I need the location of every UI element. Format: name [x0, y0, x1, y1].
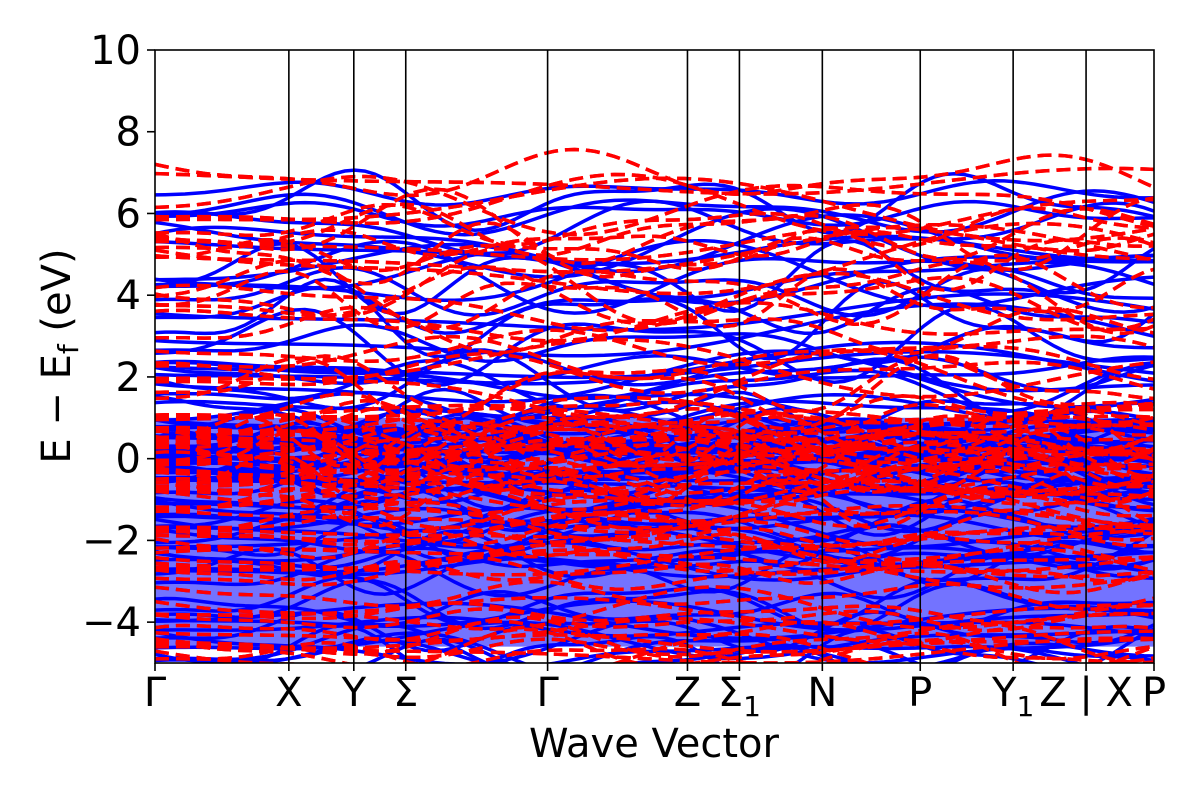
band-line — [155, 271, 1154, 333]
band-line — [155, 485, 1154, 530]
band-line — [155, 247, 1154, 336]
band-line — [155, 349, 1154, 380]
band-line — [155, 337, 1154, 399]
band-line — [155, 478, 1154, 535]
band-line — [155, 176, 1154, 243]
x-tick-label: P — [908, 670, 932, 716]
band-line — [155, 415, 1154, 472]
band-line — [155, 579, 1154, 611]
band-line — [155, 221, 1154, 292]
band-line — [155, 292, 1154, 332]
band-line — [155, 203, 1154, 249]
band-line — [155, 457, 1154, 512]
band-line — [155, 425, 1154, 485]
band-line — [155, 228, 1154, 258]
y-axis-label-sub: f — [52, 343, 85, 354]
x-tick-label: Y1 — [991, 670, 1034, 723]
x-tick-label: Γ — [144, 670, 167, 716]
band-line — [155, 619, 1154, 643]
y-tick-label: 6 — [116, 191, 141, 237]
band-line — [155, 641, 1154, 663]
band-line — [155, 236, 1154, 273]
kpoint-separators — [288, 50, 1087, 663]
band-line — [155, 305, 1154, 356]
x-tick-label: Z — [674, 670, 701, 716]
x-tick-label: Σ1 — [718, 670, 761, 723]
plot-frame — [154, 49, 1155, 664]
band-lines — [155, 147, 1154, 663]
band-line — [155, 221, 1154, 296]
y-axis-ticks: 10 8 6 4 2 0 −2 −4 — [82, 28, 155, 646]
x-tick-label: Γ — [536, 670, 559, 716]
y-tick-label: 8 — [116, 110, 141, 156]
band-line — [155, 174, 1154, 237]
band-line — [155, 392, 1154, 431]
y-tick-label: 2 — [116, 355, 141, 401]
band-line — [155, 351, 1154, 395]
band-line — [155, 253, 1154, 331]
x-tick-label: Z | X — [1039, 670, 1133, 716]
y-tick-label: −4 — [82, 600, 141, 646]
band-line — [155, 457, 1154, 502]
band-line — [155, 445, 1154, 474]
band-line — [155, 508, 1154, 547]
band-line — [155, 529, 1154, 564]
x-tick-label: Y — [341, 670, 367, 716]
band-line — [155, 285, 1154, 335]
x-axis-label: Wave Vector — [529, 721, 780, 767]
band-line — [155, 199, 1154, 257]
band-line — [242, 631, 1082, 663]
y-tick-label: 0 — [116, 437, 141, 483]
band-line — [155, 172, 1154, 237]
band-line — [155, 348, 1154, 422]
band-line — [155, 543, 1154, 574]
band-line — [155, 179, 1154, 207]
band-line — [155, 359, 1154, 414]
band-line — [155, 404, 1154, 455]
band-line — [155, 335, 1154, 382]
y-tick-label: 10 — [90, 28, 141, 74]
band-line — [155, 466, 1154, 505]
band-line — [155, 147, 1154, 198]
band-line — [155, 627, 1154, 663]
band-line — [155, 187, 1154, 272]
band-line — [155, 353, 1154, 429]
band-line — [155, 427, 1154, 483]
band-line — [155, 555, 1154, 595]
band-line — [155, 471, 1154, 531]
band-line — [155, 347, 1154, 420]
band-line — [155, 525, 1154, 548]
y-tick-label: −2 — [82, 518, 141, 564]
band-line — [155, 199, 1154, 228]
band-line — [155, 238, 1154, 316]
band-line — [155, 328, 1154, 367]
band-line — [155, 411, 1154, 469]
x-tick-label: X — [275, 670, 302, 716]
band-line — [155, 351, 1154, 401]
band-line — [155, 451, 1154, 508]
x-tick-label: Σ — [393, 670, 418, 716]
y-tick-label: 4 — [116, 273, 141, 319]
x-tick-label: P — [1142, 670, 1166, 716]
band-line — [155, 615, 1154, 663]
band-line — [155, 430, 1154, 458]
band-line — [155, 559, 1154, 585]
band-line — [155, 300, 1154, 343]
dashed-bands — [155, 147, 1154, 663]
band-line — [155, 450, 1154, 506]
band-line — [155, 267, 1154, 330]
band-line — [155, 510, 1154, 565]
y-axis-label: E − Ef (eV) — [34, 248, 85, 463]
y-axis-label-unit: (eV) — [34, 248, 80, 344]
x-tick-label: N — [807, 670, 837, 716]
y-axis-label-main: E − E — [34, 354, 80, 464]
